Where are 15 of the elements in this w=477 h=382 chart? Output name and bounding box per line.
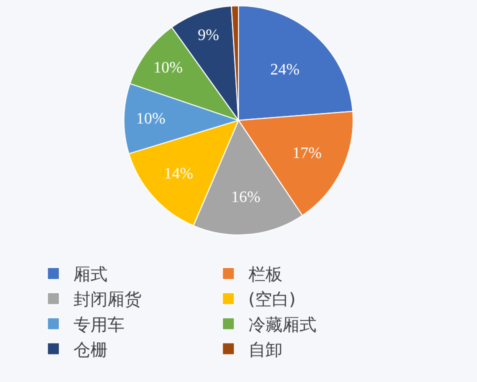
data-label: 9% xyxy=(198,27,220,44)
legend-label: 封闭厢货 xyxy=(73,290,142,310)
data-label: 16% xyxy=(231,189,260,206)
legend-label: 仓栅 xyxy=(73,340,108,360)
data-label: 24% xyxy=(270,62,300,79)
legend-label: 专用车 xyxy=(73,315,124,336)
legend-label: 冷藏厢式 xyxy=(248,315,316,336)
legend-label: 厢式 xyxy=(73,265,108,286)
data-label: 14% xyxy=(164,166,194,183)
data-label: 10% xyxy=(136,110,166,128)
data-label: 10% xyxy=(153,60,183,77)
legend-label: 自卸 xyxy=(248,340,282,360)
legend-label: 栏板 xyxy=(247,265,282,286)
legend-label: (空白) xyxy=(248,290,296,310)
data-label: 17% xyxy=(292,145,322,162)
